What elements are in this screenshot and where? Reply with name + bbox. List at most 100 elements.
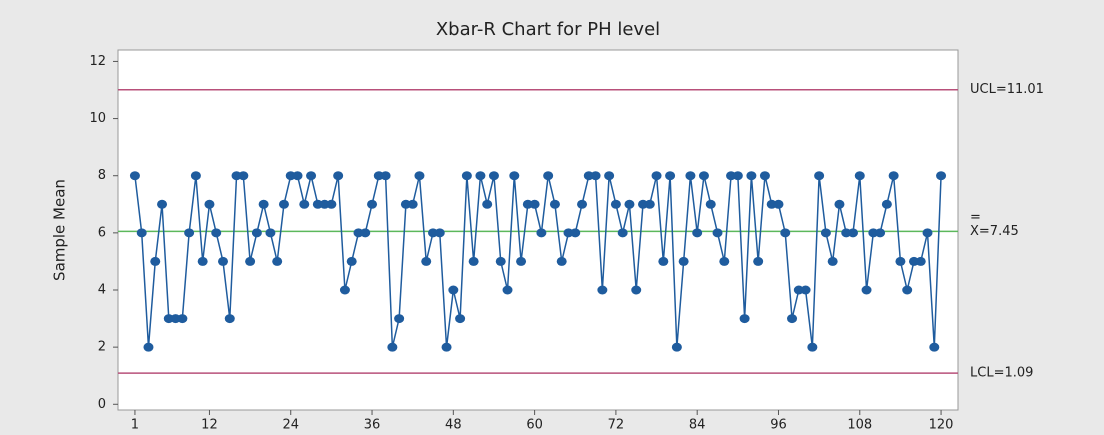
control-limit-label: UCL=11.01	[970, 82, 1044, 97]
data-point	[224, 314, 235, 324]
data-point	[929, 342, 940, 352]
data-point	[157, 199, 168, 209]
data-point	[922, 228, 933, 238]
data-point	[367, 199, 378, 209]
data-point	[509, 171, 520, 181]
x-tick-label: 12	[201, 418, 218, 433]
data-point	[617, 228, 628, 238]
x-tick-label: 60	[526, 418, 543, 433]
data-point	[150, 256, 161, 266]
x-tick-label: 120	[929, 418, 954, 433]
data-point	[577, 199, 588, 209]
data-point	[536, 228, 547, 238]
data-point	[610, 199, 621, 209]
data-point	[800, 285, 811, 295]
data-point	[333, 171, 344, 181]
data-point	[407, 199, 418, 209]
data-point	[380, 171, 391, 181]
series-line	[134, 174, 942, 348]
data-point	[488, 171, 499, 181]
data-point	[631, 285, 642, 295]
data-point	[482, 199, 493, 209]
data-point	[326, 199, 337, 209]
data-point	[265, 228, 276, 238]
data-point	[475, 171, 486, 181]
chart-title: Xbar-R Chart for PH level	[436, 19, 660, 40]
data-point	[218, 256, 228, 266]
data-point	[272, 256, 283, 266]
data-point	[773, 199, 784, 209]
data-point	[895, 256, 906, 266]
data-point	[712, 228, 723, 238]
data-point	[184, 228, 195, 238]
x-tick-label: 84	[689, 418, 706, 433]
data-point	[441, 342, 452, 352]
data-point	[698, 171, 709, 181]
data-point	[556, 256, 567, 266]
data-point	[448, 285, 459, 295]
x-tick-label: 48	[445, 418, 462, 433]
x-tick-label: 24	[282, 418, 299, 433]
data-point	[820, 228, 831, 238]
center-label: X=7.45	[970, 224, 1019, 239]
data-point	[732, 171, 743, 181]
data-point	[387, 342, 398, 352]
data-point	[814, 171, 825, 181]
data-point	[915, 256, 926, 266]
data-point	[238, 171, 249, 181]
data-point	[502, 285, 513, 295]
data-point	[746, 171, 757, 181]
data-point	[597, 285, 608, 295]
y-tick-label: 8	[98, 168, 106, 183]
data-point	[197, 256, 208, 266]
data-point	[787, 314, 798, 324]
y-tick-label: 2	[98, 340, 106, 355]
x-tick-label: 96	[770, 418, 787, 433]
data-point	[658, 256, 669, 266]
y-axis-label: Sample Mean	[51, 179, 69, 281]
data-point	[705, 199, 716, 209]
data-point	[739, 314, 750, 324]
data-point	[834, 199, 845, 209]
data-point	[516, 256, 527, 266]
y-tick-label: 6	[98, 225, 106, 240]
data-point	[421, 256, 432, 266]
x-tick-label: 36	[364, 418, 381, 433]
data-point	[299, 199, 310, 209]
data-point	[251, 228, 262, 238]
data-point	[346, 256, 357, 266]
data-point	[292, 171, 303, 181]
data-point	[570, 228, 581, 238]
data-point	[177, 314, 188, 324]
x-tick-label: 1	[131, 418, 139, 433]
data-point	[590, 171, 601, 181]
data-point	[665, 171, 676, 181]
data-point	[414, 171, 425, 181]
y-tick-label: 10	[89, 111, 106, 126]
data-point	[685, 171, 696, 181]
y-tick-label: 4	[98, 283, 106, 298]
data-point	[434, 228, 445, 238]
data-point	[671, 342, 682, 352]
center-label-bar: =	[970, 210, 981, 225]
data-point	[394, 314, 405, 324]
data-point	[360, 228, 371, 238]
data-point	[190, 171, 201, 181]
x-tick-label: 108	[847, 418, 872, 433]
y-tick-label: 12	[89, 54, 106, 69]
data-point	[278, 199, 289, 209]
data-point	[881, 199, 892, 209]
data-point	[719, 256, 730, 266]
data-point	[827, 256, 838, 266]
data-point	[549, 199, 560, 209]
data-point	[780, 228, 791, 238]
data-point	[461, 171, 472, 181]
data-point	[495, 256, 506, 266]
data-point	[861, 285, 872, 295]
data-point	[455, 314, 466, 324]
data-point	[759, 171, 770, 181]
data-point	[692, 228, 703, 238]
data-point	[644, 199, 655, 209]
data-point	[529, 199, 540, 209]
